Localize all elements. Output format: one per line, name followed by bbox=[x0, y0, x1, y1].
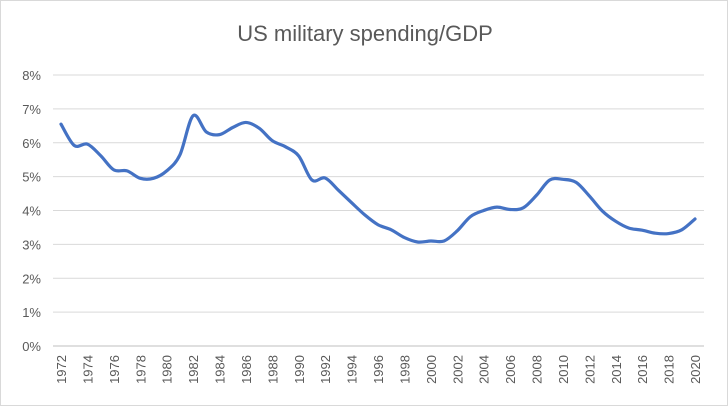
y-axis-ticks: 0% 1% 2% 3% 4% 5% 6% 7% 8% bbox=[22, 68, 41, 354]
y-tick-label: 0% bbox=[22, 339, 41, 354]
data-point bbox=[416, 240, 419, 243]
data-point bbox=[363, 213, 366, 216]
data-point bbox=[654, 232, 657, 235]
data-point bbox=[205, 130, 208, 133]
data-point bbox=[601, 210, 604, 213]
x-tick-label: 1984 bbox=[213, 355, 228, 384]
data-point bbox=[258, 127, 261, 130]
chart-title: US military spending/GDP bbox=[237, 21, 493, 46]
data-point bbox=[73, 144, 76, 147]
data-point bbox=[535, 194, 538, 197]
data-point bbox=[667, 232, 670, 235]
x-tick-label: 2016 bbox=[635, 355, 650, 384]
data-point bbox=[390, 228, 393, 231]
x-tick-label: 2000 bbox=[424, 355, 439, 384]
x-tick-label: 2008 bbox=[530, 355, 545, 384]
x-tick-label: 1978 bbox=[133, 355, 148, 384]
data-point bbox=[152, 177, 155, 180]
data-point bbox=[469, 215, 472, 218]
data-point bbox=[244, 121, 247, 124]
data-point bbox=[403, 236, 406, 239]
data-point bbox=[86, 143, 89, 146]
data-point bbox=[297, 154, 300, 157]
x-tick-label: 1986 bbox=[239, 355, 254, 384]
data-point bbox=[641, 229, 644, 232]
data-point bbox=[575, 181, 578, 184]
x-tick-label: 2014 bbox=[609, 355, 624, 384]
data-point bbox=[522, 206, 525, 209]
x-tick-label: 2018 bbox=[662, 355, 677, 384]
x-tick-label: 1988 bbox=[265, 355, 280, 384]
data-point bbox=[482, 209, 485, 212]
data-point bbox=[284, 145, 287, 148]
series-line-0 bbox=[59, 113, 697, 244]
y-tick-label: 7% bbox=[22, 102, 41, 117]
data-point bbox=[614, 220, 617, 223]
x-axis-ticks: 1972 1974 1976 1978 1980 1982 1984 1986 1988 1990… bbox=[54, 355, 703, 384]
data-point bbox=[165, 169, 168, 172]
x-tick-label: 2006 bbox=[503, 355, 518, 384]
data-point bbox=[310, 178, 313, 181]
x-tick-label: 1976 bbox=[107, 355, 122, 384]
x-tick-label: 2012 bbox=[582, 355, 597, 384]
x-tick-label: 1998 bbox=[397, 355, 412, 384]
data-point bbox=[218, 133, 221, 136]
data-point bbox=[429, 239, 432, 242]
y-tick-label: 1% bbox=[22, 305, 41, 320]
x-tick-label: 2020 bbox=[688, 355, 703, 384]
gridlines bbox=[53, 74, 704, 347]
x-tick-label: 1990 bbox=[292, 355, 307, 384]
data-point bbox=[495, 206, 498, 209]
data-point bbox=[139, 177, 142, 180]
series-layer bbox=[59, 113, 697, 244]
x-tick-label: 2010 bbox=[556, 355, 571, 384]
data-point bbox=[324, 176, 327, 179]
data-point bbox=[548, 178, 551, 181]
x-tick-label: 1980 bbox=[160, 355, 175, 384]
data-point bbox=[112, 168, 115, 171]
y-tick-label: 3% bbox=[22, 237, 41, 252]
data-point bbox=[350, 201, 353, 204]
data-point bbox=[178, 153, 181, 156]
y-tick-label: 4% bbox=[22, 204, 41, 219]
x-tick-label: 1982 bbox=[186, 355, 201, 384]
x-tick-label: 1994 bbox=[345, 355, 360, 384]
data-point bbox=[99, 154, 102, 157]
y-tick-label: 2% bbox=[22, 271, 41, 286]
y-tick-label: 5% bbox=[22, 170, 41, 185]
data-point bbox=[59, 123, 62, 126]
data-point bbox=[627, 227, 630, 230]
data-point bbox=[680, 228, 683, 231]
data-point bbox=[561, 178, 564, 181]
x-tick-label: 1974 bbox=[80, 355, 95, 384]
data-point bbox=[271, 139, 274, 142]
x-tick-label: 2004 bbox=[477, 355, 492, 384]
data-point bbox=[456, 229, 459, 232]
data-point bbox=[442, 239, 445, 242]
data-point bbox=[231, 126, 234, 129]
data-point bbox=[191, 114, 194, 117]
y-tick-label: 8% bbox=[22, 68, 41, 83]
x-tick-label: 1972 bbox=[54, 355, 69, 384]
data-point bbox=[125, 169, 128, 172]
data-point bbox=[693, 217, 696, 220]
y-tick-label: 6% bbox=[22, 136, 41, 151]
data-point bbox=[508, 208, 511, 211]
data-point bbox=[337, 189, 340, 192]
data-point bbox=[588, 194, 591, 197]
x-tick-label: 1992 bbox=[318, 355, 333, 384]
data-point bbox=[376, 223, 379, 226]
x-tick-label: 2002 bbox=[450, 355, 465, 384]
x-tick-label: 1996 bbox=[371, 355, 386, 384]
